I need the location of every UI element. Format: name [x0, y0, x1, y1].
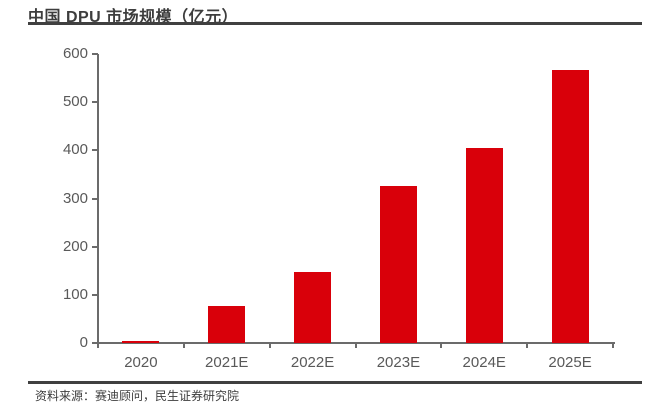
y-tick-label: 100 [62, 285, 88, 303]
x-tick-mark [268, 343, 271, 348]
x-tick-label: 2024E [462, 354, 506, 371]
x-tick-label: 2021E [205, 354, 249, 371]
y-tick-mark [92, 342, 98, 344]
bar-2020 [122, 341, 160, 343]
x-tick-label: 2025E [548, 354, 592, 371]
y-axis-line [97, 54, 99, 344]
x-tick-label: 2020 [124, 354, 158, 371]
y-tick-label: 400 [62, 141, 88, 159]
source-note: 资料来源：赛迪顾问，民生证券研究院 [35, 389, 240, 403]
y-tick-mark [92, 53, 98, 55]
y-tick-mark [92, 197, 98, 200]
y-tick-mark [92, 293, 98, 296]
x-tick-mark [526, 343, 529, 348]
bar-2025E [551, 70, 589, 343]
bar-2024E [465, 147, 503, 343]
y-tick-label: 200 [62, 237, 88, 255]
x-tick-label: 2023E [376, 354, 421, 371]
bar-2023E [379, 186, 417, 343]
y-tick-label: 500 [62, 93, 88, 111]
y-tick-label: 0 [79, 334, 88, 351]
y-tick-mark [92, 245, 98, 248]
bar-2022E [294, 271, 332, 343]
chart-title: 中国 DPU 市场规模（亿元） [28, 9, 239, 26]
y-tick-mark [92, 149, 98, 152]
y-tick-mark [92, 101, 98, 104]
x-tick-mark [440, 343, 443, 348]
y-tick-label: 300 [62, 189, 88, 207]
x-tick-mark [97, 343, 99, 348]
x-tick-mark [612, 343, 614, 348]
x-tick-label: 2022E [290, 354, 335, 371]
x-tick-mark [182, 343, 185, 348]
title-underline [28, 22, 642, 25]
footer-divider [28, 381, 642, 384]
bar-2021E [208, 306, 246, 343]
x-tick-mark [354, 343, 357, 348]
y-tick-label: 600 [62, 45, 88, 62]
